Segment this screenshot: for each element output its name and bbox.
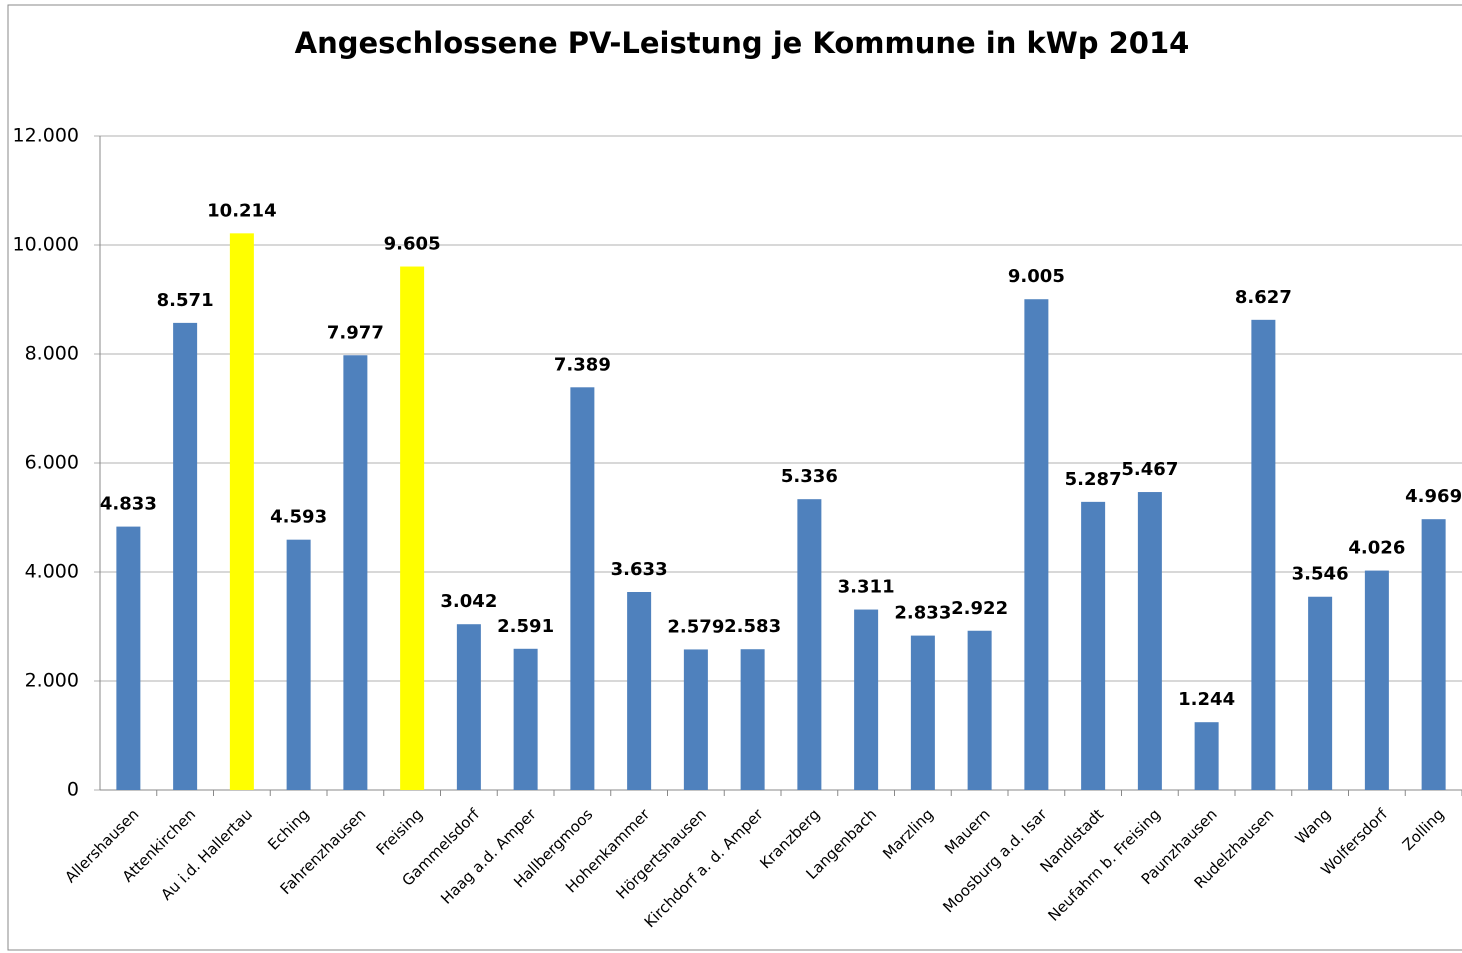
value-label: 5.336 [781, 466, 838, 487]
bar [1421, 519, 1446, 790]
value-label: 8.627 [1235, 287, 1292, 308]
x-tick-label: Moosburg a.d. Isar [939, 805, 1051, 917]
x-tick-label: Wang [1292, 805, 1334, 847]
bar [1364, 570, 1389, 790]
chart-title: Angeschlossene PV-Leistung je Kommune in… [295, 26, 1190, 60]
bar [910, 635, 935, 790]
x-tick-label: Haag a.d. Amper [437, 805, 540, 908]
bar [513, 648, 538, 790]
y-tick-label: 0 [67, 779, 79, 801]
value-label: 9.605 [384, 234, 441, 255]
value-label: 4.969 [1405, 486, 1462, 507]
value-label: 5.287 [1065, 469, 1122, 490]
value-label: 2.591 [497, 616, 554, 637]
bar [683, 649, 708, 790]
y-tick-label: 2.000 [25, 670, 79, 692]
x-tick-label: Neufahrn b. Freising [1044, 805, 1163, 924]
bar [1194, 722, 1219, 790]
y-tick-label: 10.000 [13, 234, 79, 256]
bar [854, 609, 879, 790]
y-tick-label: 12.000 [13, 125, 79, 147]
bar [229, 233, 254, 790]
value-label: 10.214 [207, 200, 276, 221]
value-label: 3.042 [440, 591, 497, 612]
x-tick-label: Mauern [941, 805, 994, 858]
value-label: 1.244 [1178, 689, 1235, 710]
bar [797, 499, 822, 790]
x-tick-label: Marzling [879, 805, 937, 863]
chart-frame [7, 4, 1462, 951]
value-label: 9.005 [1008, 266, 1065, 287]
value-label: 4.593 [270, 507, 327, 528]
value-label: 4.833 [100, 494, 157, 515]
value-label: 2.583 [724, 616, 781, 637]
bar [400, 266, 425, 791]
y-tick-label: 8.000 [25, 343, 79, 365]
value-label: 2.922 [951, 598, 1008, 619]
bar [1024, 299, 1049, 790]
value-label: 3.311 [838, 577, 895, 598]
value-label: 3.633 [611, 559, 668, 580]
bar [1251, 319, 1276, 790]
value-label: 2.579 [667, 616, 724, 637]
value-label: 3.546 [1292, 564, 1349, 585]
y-tick-label: 6.000 [25, 452, 79, 474]
value-label: 7.977 [327, 322, 384, 343]
bar [740, 649, 765, 790]
bar [627, 592, 652, 790]
bar [1081, 501, 1106, 790]
bar [173, 322, 198, 790]
bar [967, 630, 992, 790]
bar [343, 355, 368, 790]
bar [1137, 492, 1162, 790]
bar [286, 539, 311, 790]
y-tick-label: 4.000 [25, 561, 79, 583]
bar [116, 526, 141, 790]
bar [1308, 596, 1333, 790]
value-label: 2.833 [894, 603, 951, 624]
value-label: 4.026 [1348, 538, 1405, 559]
x-tick-label: Zolling [1399, 805, 1448, 854]
bar [570, 387, 595, 790]
value-label: 7.389 [554, 354, 611, 375]
value-label: 8.571 [157, 290, 214, 311]
bar [456, 624, 481, 790]
x-tick-label: Freising [373, 805, 427, 859]
value-label: 5.467 [1121, 459, 1178, 480]
x-tick-label: Eching [264, 805, 312, 853]
